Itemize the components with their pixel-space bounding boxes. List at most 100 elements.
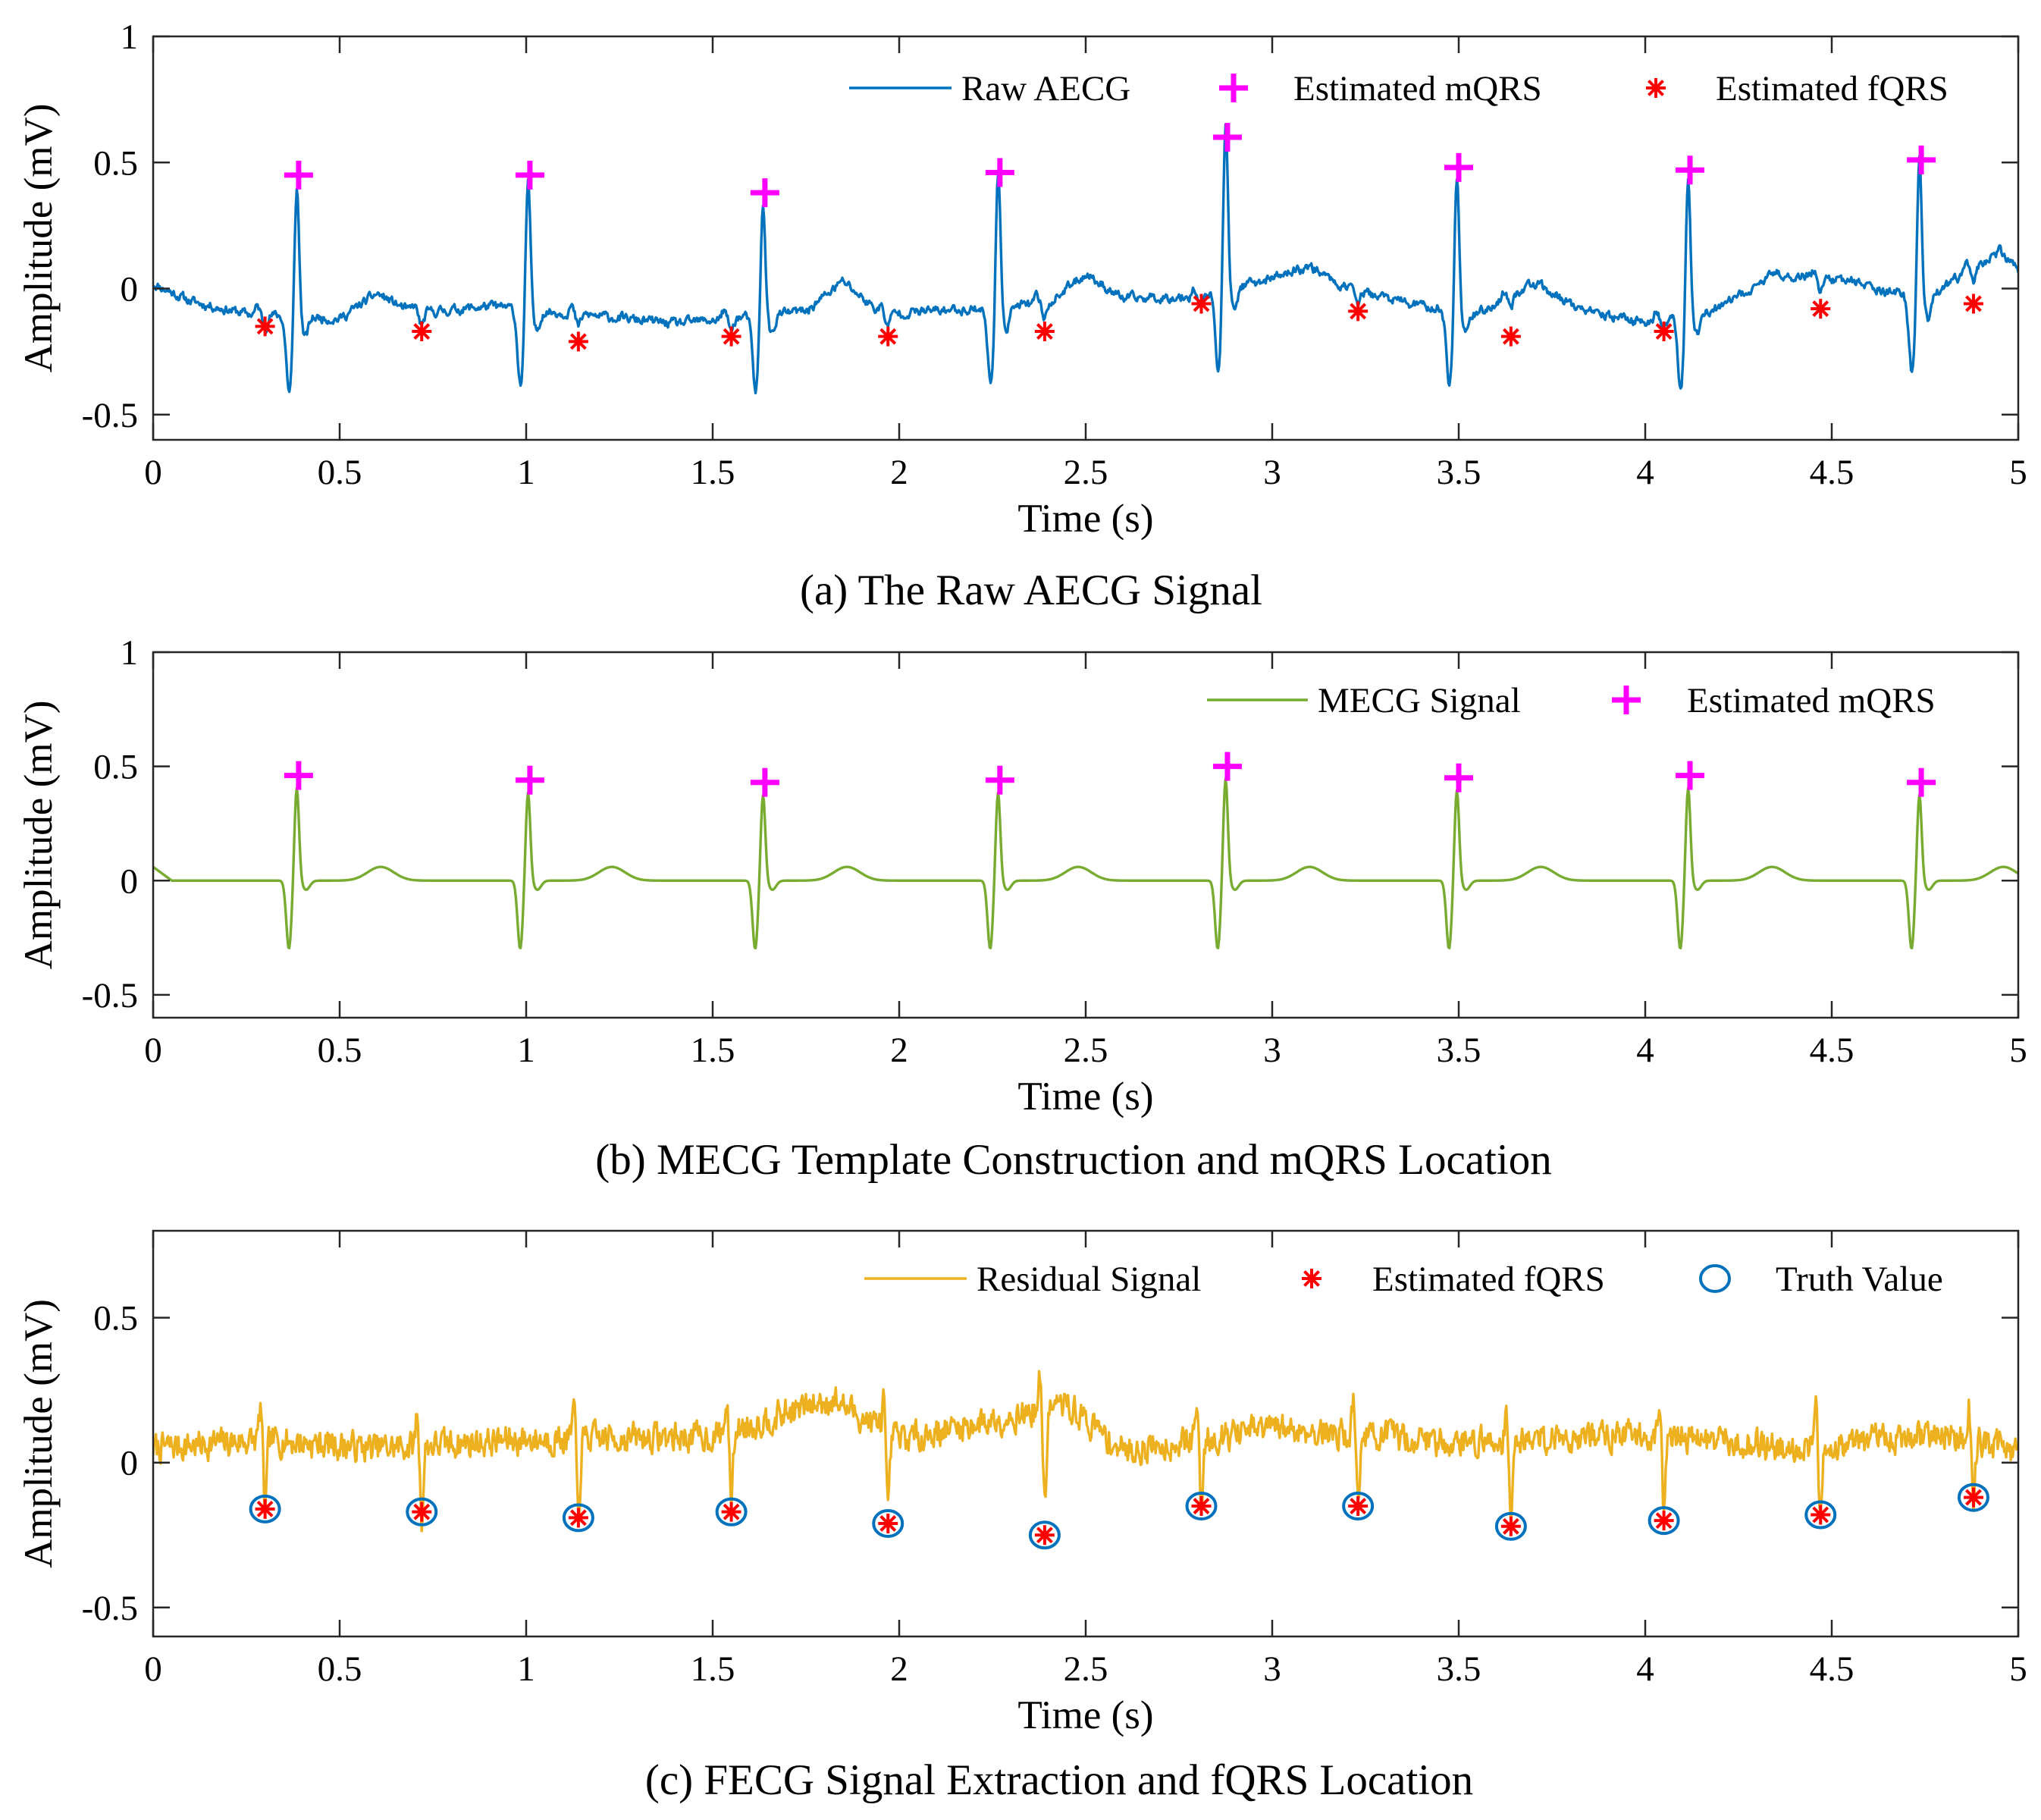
truth-value-marker: [1028, 1520, 1061, 1550]
fqrs-marker: [1963, 1487, 1983, 1508]
fqrs-marker: [568, 1508, 588, 1528]
fqrs-marker: [1811, 1505, 1831, 1525]
fqrs-marker: [1500, 1516, 1521, 1536]
x-tick-label: 4.5: [1810, 1031, 1854, 1070]
x-tick-label: 2.5: [1064, 1649, 1108, 1689]
x-tick-label: 1.5: [691, 1031, 735, 1070]
fqrs-marker: [878, 1513, 898, 1533]
fqrs-marker: [255, 316, 275, 337]
truth-value-marker: [1494, 1511, 1527, 1541]
legend-label: Estimated fQRS: [1372, 1260, 1605, 1299]
y-axis-label: Amplitude (mV): [17, 1299, 61, 1568]
x-tick-label: 4: [1636, 453, 1654, 492]
x-tick-label: 5: [2009, 1649, 2027, 1689]
y-axis-label: Amplitude (mV): [17, 701, 61, 970]
y-tick-label: 1: [121, 17, 139, 57]
legend-label: Residual Signal: [977, 1260, 1201, 1299]
fqrs-marker: [1500, 326, 1521, 347]
truth-value-marker: [872, 1508, 904, 1538]
x-tick-label: 5: [2009, 453, 2027, 492]
x-tick-label: 2: [890, 1031, 908, 1070]
truth-value-marker: [1648, 1506, 1680, 1536]
truth-value-marker: [1185, 1492, 1218, 1521]
fqrs-marker: [1348, 301, 1369, 322]
raw-aecg-line: [153, 123, 2018, 395]
x-axis-label: Time (s): [1017, 1693, 1153, 1737]
legend-label: Estimated mQRS: [1293, 69, 1542, 108]
x-tick-label: 3.5: [1437, 1649, 1481, 1689]
mqrs-marker: [985, 158, 1014, 187]
mqrs-marker: [515, 160, 544, 190]
x-tick-label: 3.5: [1437, 453, 1481, 492]
mqrs-marker: [750, 767, 779, 797]
x-tick-label: 2.5: [1064, 453, 1108, 492]
legend-label: MECG Signal: [1318, 681, 1521, 720]
residual-signal-line: [153, 1370, 2018, 1533]
mqrs-marker: [1212, 752, 1242, 781]
fqrs-marker: [1034, 322, 1055, 342]
x-tick-label: 4.5: [1810, 453, 1854, 492]
x-tick-label: 2: [890, 1649, 908, 1689]
truth-value-marker: [1804, 1500, 1837, 1530]
x-tick-label: 5: [2009, 1031, 2027, 1070]
x-axis-label: Time (s): [1017, 497, 1153, 541]
x-tick-label: 3: [1263, 453, 1281, 492]
y-tick-label: 0.5: [93, 1299, 138, 1338]
mqrs-marker: [1676, 761, 1705, 790]
fqrs-marker: [1034, 1525, 1055, 1545]
x-tick-label: 0: [144, 1031, 162, 1070]
x-tick-label: 1: [517, 1649, 535, 1689]
truth-value-marker: [1957, 1483, 1989, 1512]
mecg-signal-line: [153, 777, 2018, 949]
y-tick-label: -0.5: [82, 976, 138, 1015]
truth-value-marker: [562, 1503, 594, 1533]
mqrs-marker: [985, 765, 1014, 795]
x-tick-label: 4: [1636, 1649, 1654, 1689]
fqrs-marker: [721, 326, 741, 347]
legend-fqrs-swatch: [1646, 78, 1666, 98]
y-tick-label: 0: [121, 1444, 139, 1483]
fqrs-marker: [1654, 1511, 1674, 1531]
mqrs-marker: [1907, 767, 1936, 797]
fqrs-marker: [1191, 293, 1212, 314]
x-tick-label: 0.5: [318, 1649, 362, 1689]
legend-label: Estimated mQRS: [1687, 681, 1936, 720]
truth-value-marker: [715, 1497, 748, 1527]
x-tick-label: 0.5: [318, 1031, 362, 1070]
y-tick-label: 0.5: [93, 748, 138, 787]
x-tick-label: 0: [144, 1649, 162, 1689]
mqrs-marker: [1676, 155, 1705, 185]
legend-mqrs-swatch: [1219, 74, 1248, 102]
caption-c: (c) FECG Signal Extraction and fQRS Loca…: [645, 1756, 1473, 1804]
truth-value-marker: [1342, 1492, 1375, 1521]
y-tick-label: -0.5: [82, 396, 138, 435]
x-tick-label: 1: [517, 453, 535, 492]
y-tick-label: 1: [121, 633, 139, 673]
legend-label: Estimated fQRS: [1716, 69, 1949, 108]
caption-a: (a) The Raw AECG Signal: [800, 566, 1262, 614]
fqrs-marker: [1348, 1496, 1369, 1517]
fqrs-marker: [721, 1502, 741, 1522]
x-axis-label: Time (s): [1017, 1075, 1153, 1119]
y-tick-label: 0: [121, 270, 139, 309]
x-tick-label: 3: [1263, 1031, 1281, 1070]
x-tick-label: 0: [144, 453, 162, 492]
fqrs-marker: [1191, 1496, 1212, 1517]
mqrs-marker: [1444, 763, 1473, 792]
mqrs-marker: [1907, 145, 1936, 174]
y-tick-label: 0: [121, 861, 139, 901]
legend-mqrs-swatch: [1612, 686, 1641, 714]
x-tick-label: 4: [1636, 1031, 1654, 1070]
fqrs-marker: [1963, 293, 1983, 314]
y-tick-label: 0.5: [93, 143, 138, 183]
x-tick-label: 1.5: [691, 1649, 735, 1689]
x-tick-label: 1: [517, 1031, 535, 1070]
mqrs-marker: [284, 160, 313, 190]
mqrs-marker: [750, 178, 779, 208]
mqrs-marker: [1444, 152, 1473, 182]
fqrs-marker: [568, 331, 588, 352]
